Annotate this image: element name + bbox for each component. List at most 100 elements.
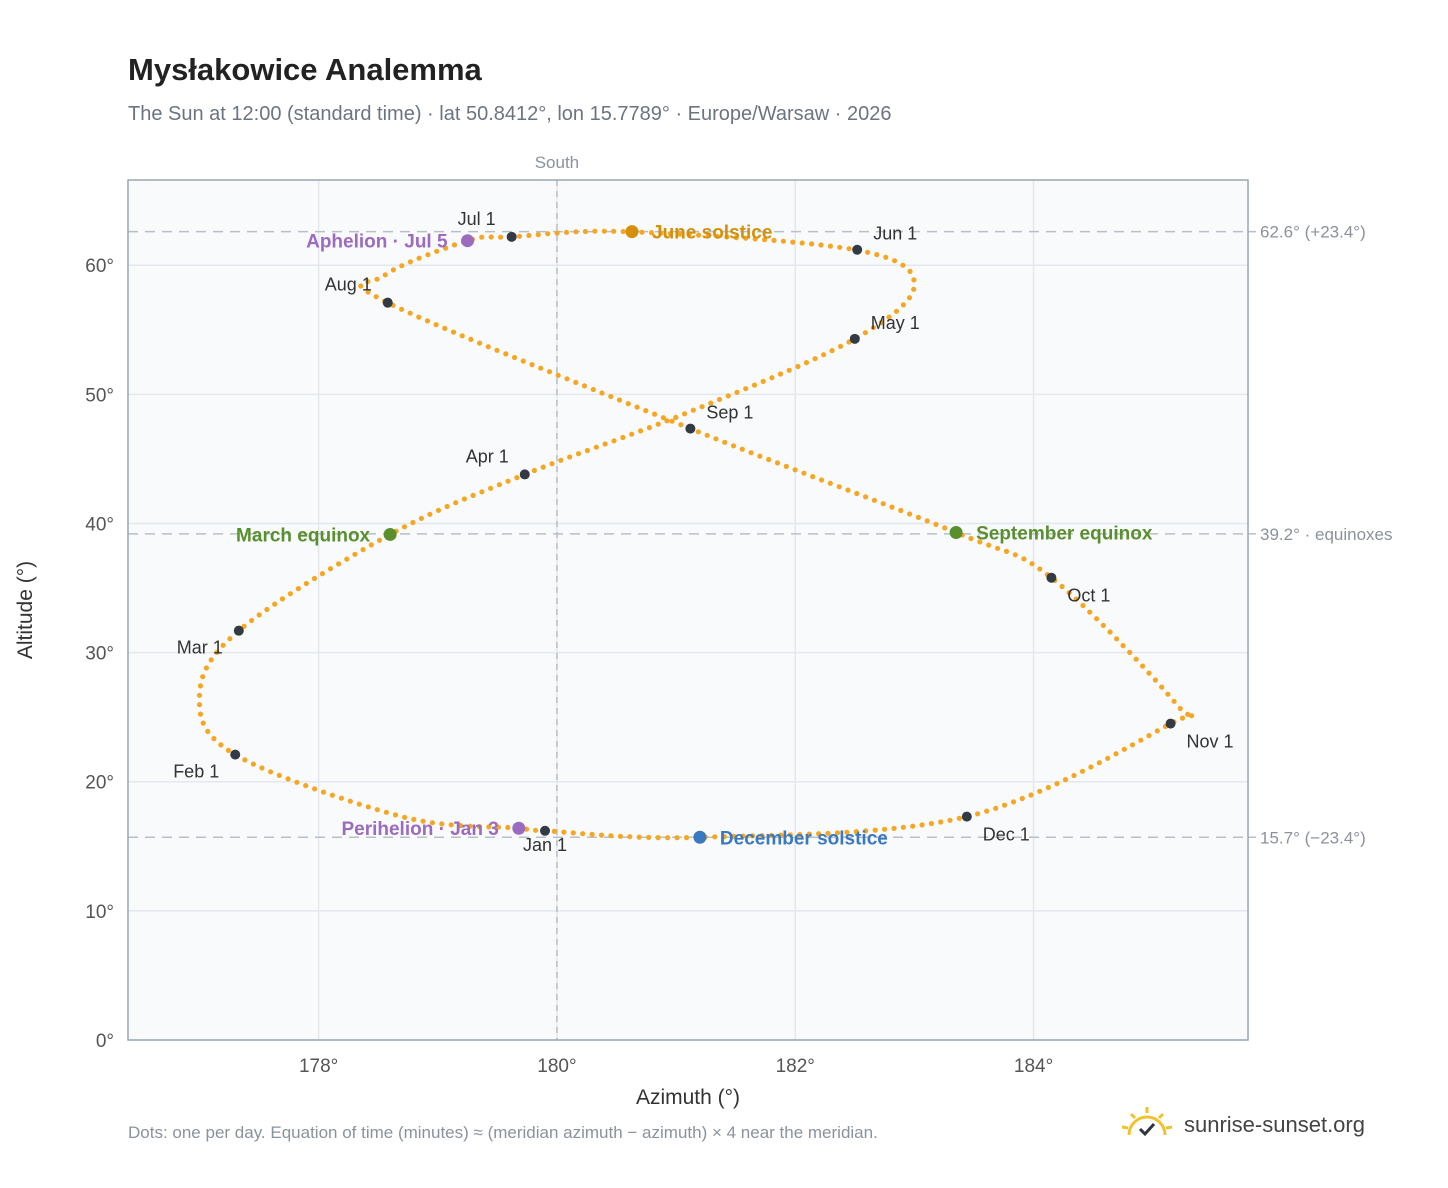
- daily-sun-dot: [871, 497, 878, 503]
- daily-sun-dot: [294, 779, 300, 785]
- daily-sun-dot: [580, 831, 586, 837]
- daily-sun-dot: [416, 255, 422, 261]
- daily-sun-dot: [853, 829, 859, 835]
- daily-sun-dot: [795, 363, 801, 370]
- daily-sun-dot: [327, 566, 334, 572]
- y-tick-label: 40°: [85, 514, 114, 535]
- daily-sun-dot: [529, 362, 535, 368]
- daily-sun-dot: [443, 245, 449, 251]
- daily-sun-dot: [451, 242, 458, 248]
- daily-sun-dot: [356, 801, 362, 807]
- month-marker: [540, 825, 551, 836]
- daily-sun-dot: [581, 383, 588, 389]
- y-tick-label: 20°: [85, 773, 114, 794]
- daily-sun-dot: [1100, 622, 1106, 628]
- daily-sun-dot: [589, 831, 595, 838]
- daily-sun-dot: [627, 834, 633, 840]
- month-label: Oct 1: [1067, 586, 1110, 606]
- daily-sun-dot: [682, 411, 688, 417]
- reference-line-label: 62.6° (+23.4°): [1260, 223, 1366, 242]
- daily-sun-dot: [1138, 737, 1144, 743]
- daily-sun-dot: [424, 318, 431, 324]
- daily-sun-dot: [690, 407, 696, 413]
- daily-sun-dot: [892, 258, 898, 264]
- daily-sun-dot: [1129, 742, 1136, 748]
- daily-sun-dot: [907, 511, 913, 517]
- daily-sun-dot: [567, 454, 573, 460]
- daily-sun-dot: [910, 823, 916, 829]
- month-label: Jul 1: [458, 209, 496, 229]
- daily-sun-dot: [778, 832, 784, 838]
- daily-sun-dot: [816, 831, 822, 837]
- daily-sun-dot: [488, 234, 494, 240]
- daily-sun-dot: [722, 439, 728, 445]
- brand-logo[interactable]: sunrise-sunset.org: [1120, 1100, 1365, 1150]
- daily-sun-dot: [1177, 705, 1183, 712]
- daily-sun-dot: [995, 545, 1001, 551]
- daily-sun-dot: [1029, 561, 1035, 567]
- daily-sun-dot: [434, 248, 440, 254]
- daily-sun-dot: [1012, 552, 1018, 558]
- daily-sun-dot: [634, 404, 640, 410]
- daily-sun-dot: [442, 325, 448, 331]
- daily-sun-dot: [809, 241, 815, 247]
- event-label: March equinox: [236, 525, 371, 546]
- daily-sun-dot: [433, 322, 439, 328]
- daily-sun-dot: [886, 314, 892, 320]
- daily-sun-dot: [352, 551, 358, 557]
- daily-sun-dot: [898, 507, 904, 514]
- daily-sun-dot: [477, 340, 483, 346]
- daily-sun-dot: [968, 535, 974, 542]
- month-marker: [685, 423, 696, 434]
- month-marker: [849, 333, 860, 344]
- daily-sun-dot: [285, 776, 291, 782]
- daily-sun-dot: [203, 665, 209, 671]
- daily-sun-dot: [365, 278, 371, 285]
- daily-sun-dot: [1189, 713, 1195, 719]
- daily-sun-dot: [533, 827, 539, 833]
- daily-sun-dot: [660, 415, 667, 421]
- daily-sun-dot: [821, 352, 827, 358]
- daily-sun-dot: [303, 783, 309, 789]
- daily-sun-dot: [845, 487, 851, 493]
- daily-sun-dot: [699, 404, 705, 410]
- daily-sun-dot: [906, 295, 913, 301]
- daily-sun-dot: [629, 431, 635, 437]
- daily-sun-dot: [752, 236, 758, 242]
- daily-sun-dot: [1002, 802, 1008, 808]
- daily-sun-dot: [376, 537, 383, 543]
- daily-sun-dot: [712, 834, 718, 840]
- daily-sun-dot: [448, 822, 454, 828]
- daily-sun-dot: [1127, 649, 1133, 656]
- daily-sun-dot: [453, 500, 459, 506]
- daily-sun-dot: [834, 830, 841, 836]
- daily-sun-dot: [733, 235, 739, 241]
- daily-sun-dot: [496, 482, 502, 488]
- daily-sun-dot: [677, 231, 683, 237]
- daily-sun-dot: [872, 827, 878, 833]
- daily-sun-dot: [468, 336, 474, 342]
- daily-sun-dot: [829, 348, 835, 354]
- daily-sun-dot: [686, 232, 692, 238]
- event-label: June solstice: [652, 223, 772, 244]
- daily-sun-dot: [1146, 670, 1152, 676]
- daily-sun-dot: [1019, 795, 1025, 802]
- daily-sun-dot: [592, 228, 598, 234]
- daily-sun-dot: [862, 330, 869, 336]
- daily-sun-dot: [1037, 566, 1043, 572]
- daily-sun-dot: [695, 429, 702, 435]
- chart-subtitle: The Sun at 12:00 (standard time) · lat 5…: [128, 103, 892, 125]
- daily-sun-dot: [1154, 728, 1160, 734]
- daily-sun-dot: [459, 333, 465, 339]
- daily-sun-dot: [256, 612, 262, 618]
- daily-sun-dot: [812, 356, 818, 362]
- daily-sun-dot: [516, 233, 523, 239]
- daily-sun-dot: [1054, 781, 1060, 787]
- daily-sun-dot: [435, 507, 442, 513]
- daily-sun-dot: [696, 232, 702, 238]
- daily-sun-dot: [1113, 751, 1119, 757]
- daily-sun-dot: [762, 237, 768, 243]
- daily-sun-dot: [1094, 616, 1100, 622]
- month-marker: [233, 625, 244, 636]
- daily-sun-dot: [511, 354, 518, 361]
